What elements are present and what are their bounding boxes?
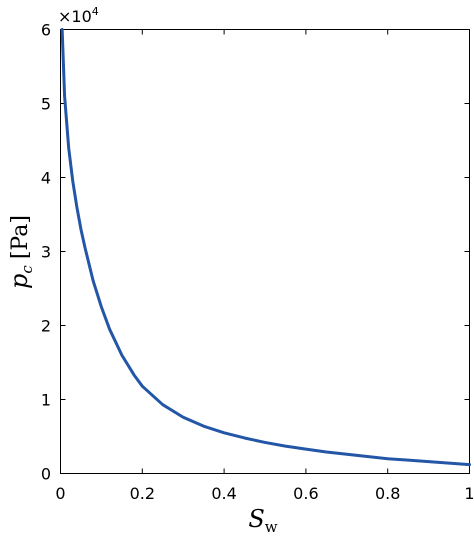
y-scale-exp: 4 bbox=[92, 5, 99, 18]
x-tick-label: 0.6 bbox=[293, 484, 318, 503]
y-tick-label: 1 bbox=[41, 391, 51, 410]
x-tick-label: 1 bbox=[464, 484, 474, 503]
y-scale-base: ×10 bbox=[58, 7, 92, 26]
x-axis-label: Sw bbox=[248, 505, 277, 536]
y-tick-label: 2 bbox=[41, 317, 51, 336]
y-axis-label-sub: c bbox=[18, 265, 36, 274]
y-tick-label: 3 bbox=[41, 243, 51, 262]
x-tick-label: 0.8 bbox=[375, 484, 400, 503]
y-tick-label: 5 bbox=[41, 95, 51, 114]
y-tick-label: 4 bbox=[41, 169, 51, 188]
y-scale-label: ×104 bbox=[58, 5, 99, 26]
y-axis-label-unit: [Pa] bbox=[8, 215, 33, 259]
y-axis-ticks: 0 1 2 3 4 5 6 bbox=[41, 21, 470, 484]
y-tick-label: 6 bbox=[41, 21, 51, 40]
y-tick-label: 0 bbox=[41, 465, 51, 484]
x-tick-label: 0.4 bbox=[211, 484, 236, 503]
x-axis-label-sub: w bbox=[265, 518, 278, 536]
plot-frame bbox=[60, 29, 470, 474]
y-axis-label-base: p bbox=[5, 274, 33, 289]
y-axis-label: pc [Pa] bbox=[5, 215, 36, 289]
x-tick-label: 0.2 bbox=[130, 484, 155, 503]
x-axis-ticks: 0 0.2 0.4 0.6 0.8 1 bbox=[55, 29, 474, 503]
x-tick-label: 0 bbox=[55, 484, 65, 503]
x-axis-label-base: S bbox=[248, 505, 264, 533]
series-line bbox=[60, 28, 471, 467]
